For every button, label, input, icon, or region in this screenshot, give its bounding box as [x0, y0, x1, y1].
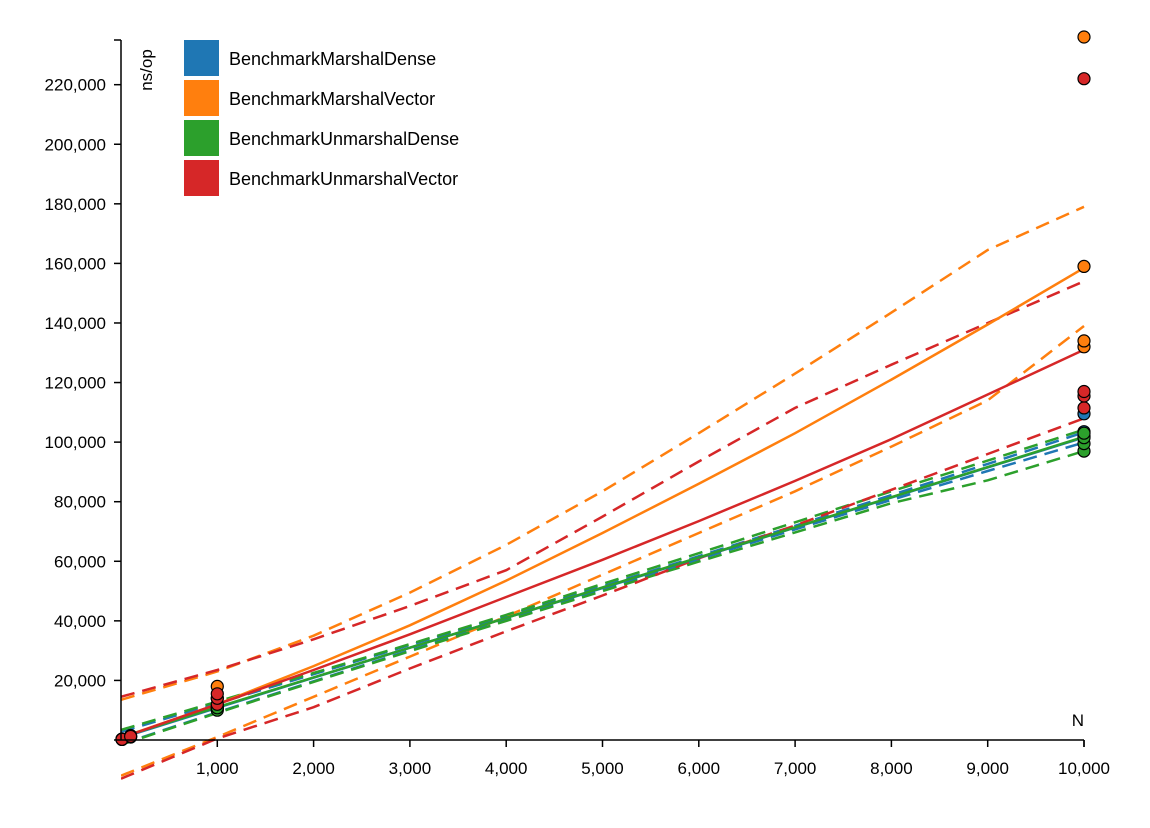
- legend-swatch-benchmarkmarshaldense: [184, 40, 219, 76]
- x-tick-label: 7,000: [774, 759, 817, 778]
- ci-lower-benchmarkunmarshaldense: [121, 449, 1085, 746]
- data-point-benchmarkunmarshalvector: [1077, 72, 1091, 86]
- x-tick-label: 8,000: [870, 759, 913, 778]
- x-tick-label: 4,000: [485, 759, 528, 778]
- data-point-benchmarkunmarshalvector: [1077, 384, 1091, 399]
- x-tick-label: 9,000: [966, 759, 1009, 778]
- data-point-benchmarkunmarshalvector: [210, 687, 224, 701]
- fit-line-benchmarkunmarshaldense: [120, 435, 1085, 739]
- data-point-benchmarkmarshalvector: [1077, 334, 1091, 348]
- ci-lower-benchmarkmarshalvector: [121, 325, 1085, 777]
- data-point-benchmarkunmarshaldense: [1077, 426, 1091, 440]
- ci-upper-benchmarkmarshaldense: [121, 431, 1085, 733]
- legend-label-benchmarkunmarshalvector: BenchmarkUnmarshalVector: [229, 169, 458, 189]
- ci-upper-benchmarkmarshalvector: [121, 205, 1085, 701]
- legend-label-benchmarkmarshaldense: BenchmarkMarshalDense: [229, 49, 436, 69]
- legend-label-benchmarkmarshalvector: BenchmarkMarshalVector: [229, 89, 435, 109]
- fit-line-benchmarkunmarshalvector: [120, 348, 1085, 740]
- x-tick-label: 3,000: [389, 759, 432, 778]
- y-tick-label: 140,000: [45, 314, 106, 333]
- y-tick-label: 60,000: [54, 552, 106, 571]
- y-axis-title: ns/op: [137, 49, 156, 91]
- x-tick-label: 2,000: [292, 759, 335, 778]
- y-tick-label: 180,000: [45, 195, 106, 214]
- legend-swatch-benchmarkunmarshaldense: [184, 120, 219, 156]
- ci-lower-benchmarkunmarshalvector: [121, 417, 1085, 780]
- axes: 20,000 40,000 60,000 80,000 100,000 120,000 14…: [45, 39, 1110, 778]
- y-tick-label: 80,000: [54, 493, 106, 512]
- legend-label-benchmarkunmarshaldense: BenchmarkUnmarshalDense: [229, 129, 459, 149]
- data-point-benchmarkmarshalvector: [1077, 259, 1091, 273]
- data-point-benchmarkunmarshalvector: [1077, 401, 1091, 415]
- x-tick-label: 10,000: [1058, 759, 1110, 778]
- y-tick-label: 160,000: [45, 254, 106, 273]
- y-tick-label: 220,000: [45, 76, 106, 95]
- y-tick-label: 20,000: [54, 671, 106, 690]
- x-tick-label: 6,000: [678, 759, 721, 778]
- legend-swatch-benchmarkmarshalvector: [184, 80, 219, 116]
- fit-line-benchmarkmarshalvector: [120, 266, 1085, 739]
- fit-lines: [120, 266, 1085, 740]
- y-tick-label: 40,000: [54, 612, 106, 631]
- ci-upper-benchmarkunmarshalvector: [121, 280, 1085, 699]
- x-axis-title: N: [1072, 711, 1084, 730]
- data-point-benchmarkmarshalvector: [1077, 30, 1091, 44]
- y-tick-label: 120,000: [45, 374, 106, 393]
- x-tick-label: 5,000: [581, 759, 624, 778]
- y-tick-label: 200,000: [45, 135, 106, 154]
- legend-swatch-benchmarkunmarshalvector: [184, 160, 219, 196]
- x-tick-label: 1,000: [196, 759, 239, 778]
- y-tick-label: 100,000: [45, 433, 106, 452]
- legend: BenchmarkMarshalDense BenchmarkMarshalVec…: [184, 40, 459, 196]
- ci-lower-benchmarkmarshaldense: [121, 441, 1085, 746]
